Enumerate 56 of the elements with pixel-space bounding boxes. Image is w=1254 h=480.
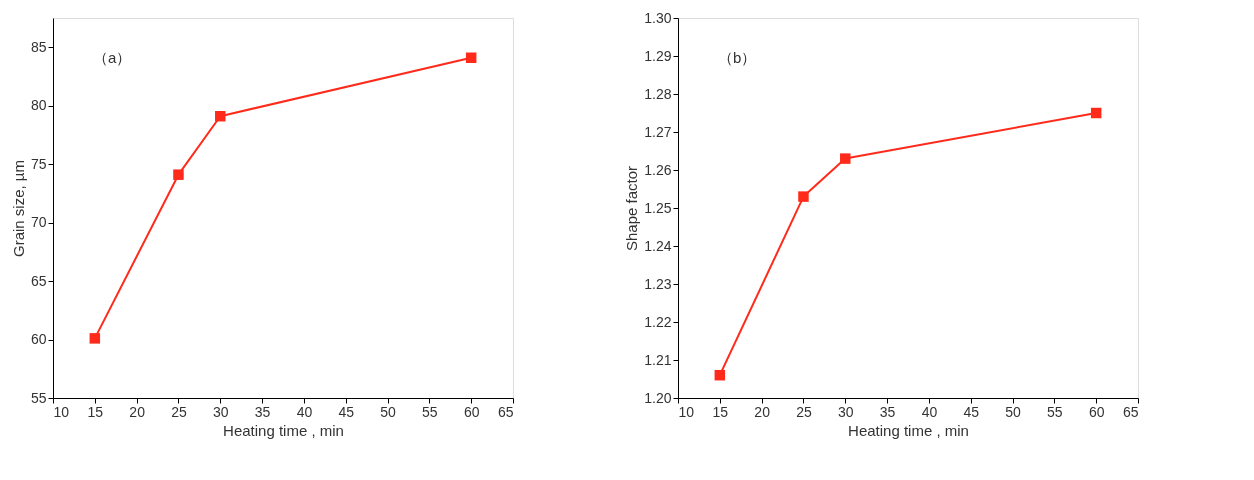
annotation: （b） [718,49,757,66]
x-tick-label: 45 [338,403,355,420]
point [215,110,226,122]
x-axis-title: Heating time , min [848,421,969,439]
x-axis-title: Heating time , min [223,421,344,439]
x-tick-label: 10 [53,403,70,420]
y-tick-label: 1.30 [644,9,672,26]
y-tick-label: 80 [30,97,47,114]
y-tick-label: 55 [30,389,47,406]
point [173,169,184,180]
y-tick-label: 70 [30,214,47,231]
y-tick-label: 1.21 [644,351,672,368]
x-tick-label: 30 [212,403,229,420]
x-tick-label: 20 [754,403,771,420]
y-tick-label: 1.27 [644,123,672,140]
x-tick-label: 55 [422,403,438,420]
y-tick-label: 85 [30,38,47,55]
y-tick-label: 1.29 [644,47,672,64]
y-tick-label: 75 [30,155,47,172]
x-tick-label: 35 [879,403,896,420]
x-tick-label: 40 [921,403,938,420]
x-tick-label: 15 [87,403,104,420]
y-tick-label: 1.25 [644,199,672,216]
x-tick-label: 60 [1088,403,1105,420]
y-tick-label: 1.28 [644,85,672,102]
point [714,369,726,381]
x-tick-label: 10 [678,403,695,420]
x-tick-label: 50 [1005,403,1022,420]
point [1090,107,1102,119]
x-tick-label: 65 [1122,403,1139,420]
x-tick-label: 30 [837,403,854,420]
annotation: （a） [93,49,132,66]
x-tick-label: 65 [497,403,514,420]
x-tick-label: 20 [129,403,146,420]
point [89,333,101,344]
x-tick-label: 25 [796,403,812,420]
y-tick-label: 1.20 [644,389,672,406]
x-tick-label: 35 [254,403,271,420]
x-tick-label: 45 [963,403,980,420]
point [798,191,809,202]
y-axis-title: Shape factor [623,165,641,252]
x-tick-label: 25 [171,403,187,420]
y-tick-label: 1.22 [644,313,672,330]
x-tick-label: 55 [1047,403,1063,420]
y-axis-title: Grain size, µm [9,160,27,257]
y-tick-label: 1.26 [644,161,672,178]
x-tick-label: 60 [463,403,480,420]
y-tick-label: 1.24 [644,237,672,254]
x-tick-label: 15 [712,403,729,420]
point [465,52,477,63]
point [840,153,851,164]
y-tick-label: 60 [30,331,47,348]
y-tick-label: 1.23 [644,275,672,292]
x-tick-label: 40 [296,403,313,420]
x-tick-label: 50 [380,403,397,420]
y-tick-label: 65 [30,272,47,289]
